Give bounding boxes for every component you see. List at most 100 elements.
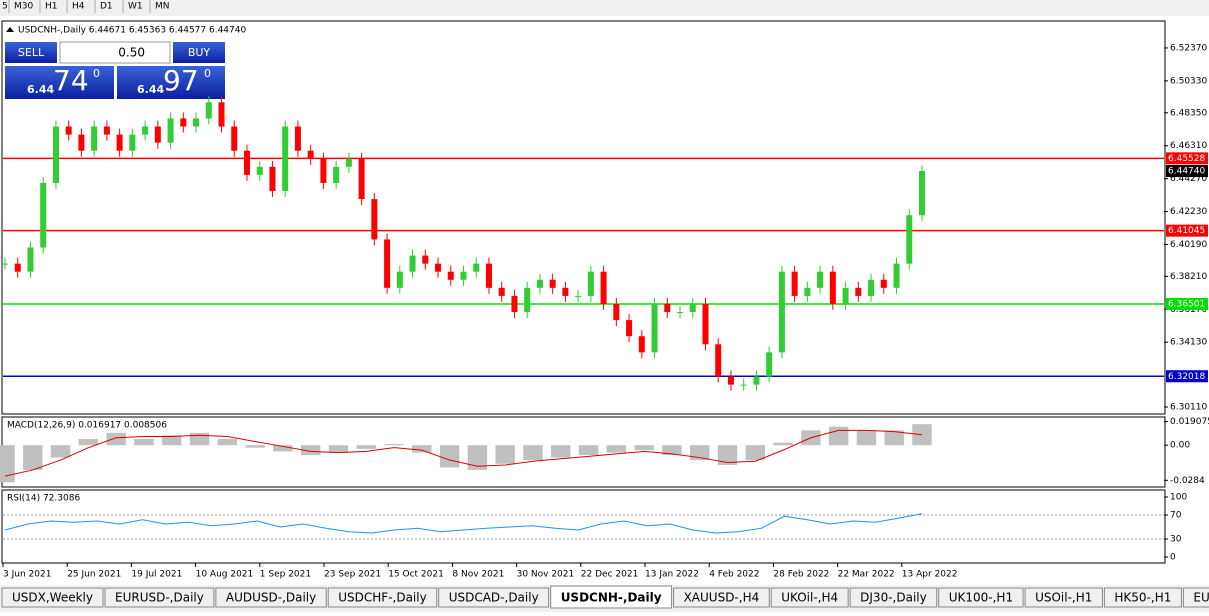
candle	[549, 279, 556, 288]
macd-bar	[162, 435, 182, 446]
candle	[282, 126, 289, 192]
candle	[587, 271, 594, 296]
timeframe-button[interactable]: 5	[2, 2, 8, 12]
macd-bar	[23, 445, 43, 470]
candle	[664, 303, 671, 313]
sell-price[interactable]	[5, 66, 114, 99]
tab	[938, 587, 1024, 608]
candle	[52, 126, 59, 183]
level-label: 6.41045	[1168, 226, 1205, 236]
rsi-tick-label: 70	[1170, 511, 1182, 521]
date-label: 3 Jun 2021	[3, 570, 51, 580]
price-tick-label: 6.44270	[1170, 174, 1207, 184]
candle	[333, 166, 340, 183]
macd-title: MACD(12,26,9) 0.016917 0.008506	[7, 421, 167, 431]
candle	[740, 384, 747, 386]
candle	[460, 271, 467, 280]
macd-bar	[189, 432, 210, 446]
candle	[511, 295, 518, 313]
candle	[498, 287, 505, 296]
candle	[524, 287, 531, 313]
chart-tab[interactable]: USDCAD-,Daily	[438, 587, 550, 608]
macd-bar	[245, 445, 265, 448]
chart-tab[interactable]: UKOil-,H4	[770, 587, 849, 608]
timeframe-button[interactable]: D1	[100, 2, 113, 12]
tab	[550, 585, 673, 609]
chart-tab[interactable]: EURUSD-,Daily	[104, 587, 215, 608]
tab-label: USDCHF-,Daily	[338, 591, 426, 605]
tab	[327, 587, 438, 608]
price-tick-label: 6.34130	[1170, 338, 1207, 348]
buy-button[interactable]	[173, 42, 225, 63]
tab-label: USOil-,H1	[1035, 591, 1092, 605]
timeframe-button[interactable]: H1	[45, 2, 58, 12]
tab-label: DJ30-,Daily	[860, 591, 927, 605]
bid-pips: 74	[53, 64, 89, 97]
candle	[600, 271, 607, 304]
candle	[294, 126, 301, 151]
macd-signal	[4, 429, 923, 477]
level-tag	[1166, 152, 1208, 165]
buy-price[interactable]	[117, 66, 225, 99]
tab-label: UK100-,H1	[949, 591, 1013, 605]
date-label: 22 Mar 2022	[838, 570, 895, 580]
candle	[396, 271, 403, 288]
level-label: 6.36501	[1168, 299, 1205, 309]
candle	[14, 263, 21, 272]
candle	[154, 126, 161, 143]
date-label: 1 Sep 2021	[260, 570, 311, 580]
timeframe-button[interactable]: W1	[128, 2, 143, 12]
date-label: 23 Sep 2021	[324, 570, 381, 580]
candle	[893, 263, 900, 288]
candle	[829, 271, 836, 304]
date-label: 8 Nov 2021	[452, 570, 504, 580]
price-tick-label: 6.48350	[1170, 108, 1207, 118]
macd-bar	[328, 445, 349, 453]
timeframe-button[interactable]: H4	[72, 2, 85, 12]
macd-bar	[578, 445, 599, 456]
macd-bar	[828, 426, 849, 446]
lot-value: 0.50	[118, 46, 145, 60]
chart-tab[interactable]: USOil-,H1	[1024, 587, 1103, 608]
macd-bar	[884, 430, 904, 446]
chart-tab[interactable]: EU	[1182, 587, 1209, 608]
macd-bar	[50, 445, 71, 458]
candle	[422, 255, 429, 264]
chart-tab[interactable]: XAUUSD-,H4	[673, 587, 770, 608]
chart-tab[interactable]: HK50-,H1	[1103, 587, 1182, 608]
lot-input[interactable]	[59, 41, 171, 64]
date-label: 13 Apr 2022	[902, 570, 958, 580]
date-label: 4 Feb 2022	[709, 570, 759, 580]
candle	[766, 352, 773, 377]
chart-header: USDCNH-,Daily 6.44671 6.45363 6.44577 6.…	[18, 26, 246, 36]
price-tick-label: 6.42230	[1170, 207, 1207, 217]
chart-tab[interactable]: UK100-,H1	[938, 587, 1024, 608]
chart-tab[interactable]: AUDUSD-,Daily	[215, 587, 327, 608]
timeframe-button[interactable]: MN	[155, 2, 170, 12]
tab-label: AUDUSD-,Daily	[226, 591, 316, 605]
date-label: 30 Nov 2021	[517, 570, 575, 580]
sell-button[interactable]	[5, 42, 57, 63]
candle	[269, 166, 276, 192]
date-label: 10 Aug 2021	[196, 570, 254, 580]
ask-big: 6.44	[137, 83, 164, 96]
tab-label: USDX,Weekly	[12, 591, 93, 605]
chart-tab[interactable]: USDX,Weekly	[1, 587, 104, 608]
timeframe-button[interactable]: M30	[14, 2, 33, 12]
candle	[435, 263, 442, 272]
candle	[880, 279, 887, 288]
candle	[575, 295, 582, 297]
candle	[906, 215, 913, 264]
date-label: 19 Jul 2021	[131, 570, 182, 580]
chart-tab[interactable]: USDCHF-,Daily	[327, 587, 438, 608]
candle	[193, 118, 200, 127]
price-tick-label: 6.38210	[1170, 272, 1207, 282]
candle	[2, 263, 8, 265]
candle	[715, 344, 722, 377]
candle	[689, 303, 696, 313]
chart-tab[interactable]: DJ30-,Daily	[849, 587, 938, 608]
tab	[1103, 587, 1182, 608]
tab-label: EURUSD-,Daily	[115, 591, 204, 605]
chart-tab[interactable]: USDCNH-,Daily	[550, 585, 673, 609]
candle	[727, 376, 734, 385]
